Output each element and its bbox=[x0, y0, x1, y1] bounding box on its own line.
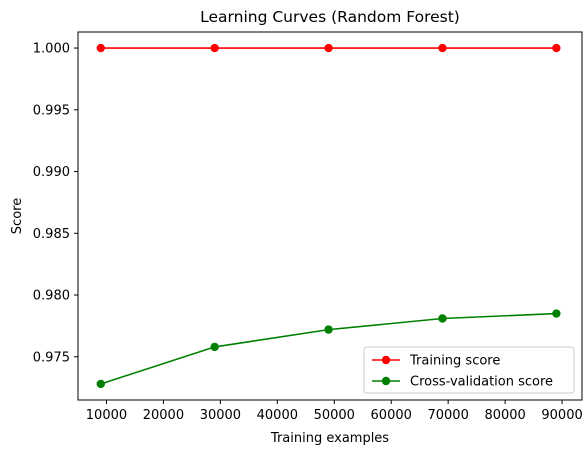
cv-legend-marker bbox=[381, 376, 391, 386]
training-score-point bbox=[96, 43, 105, 53]
legend-box bbox=[363, 346, 575, 394]
x-tick-label: 90000 bbox=[541, 408, 582, 423]
x-tick-label: 40000 bbox=[257, 408, 298, 423]
x-axis: 10000 20000 30000 40000 50000 60000 70000 80000… bbox=[86, 400, 583, 423]
x-axis-label: Training examples bbox=[270, 431, 389, 446]
y-tick-label: 0.985 bbox=[33, 227, 70, 242]
training-score-point bbox=[210, 43, 219, 53]
y-tick-label: 0.975 bbox=[33, 350, 70, 365]
plot-frame bbox=[77, 31, 583, 401]
x-tick-label: 70000 bbox=[427, 408, 468, 423]
x-tick-label: 10000 bbox=[86, 408, 127, 423]
cv-legend-label: Cross-validation score bbox=[410, 375, 553, 390]
x-tick-label: 60000 bbox=[371, 408, 412, 423]
cv-score-point bbox=[210, 342, 219, 352]
cv-score-point bbox=[324, 325, 333, 334]
x-tick-label: 80000 bbox=[484, 408, 525, 423]
chart-title: Learning Curves (Random Forest) bbox=[200, 8, 460, 26]
x-tick-label: 50000 bbox=[314, 408, 355, 423]
y-axis: 0.975 0.980 0.985 0.990 0.995 1.000 bbox=[33, 42, 78, 365]
training-score-point bbox=[438, 43, 447, 53]
training-legend-marker bbox=[381, 355, 391, 365]
y-tick-label: 0.980 bbox=[33, 289, 70, 304]
cv-score-point bbox=[552, 309, 561, 318]
training-score-point bbox=[324, 43, 333, 53]
x-tick-label: 30000 bbox=[200, 408, 241, 423]
plot-area bbox=[96, 43, 561, 389]
y-tick-label: 1.000 bbox=[33, 42, 70, 57]
training-legend-label: Training score bbox=[409, 354, 500, 369]
legend: Training score Cross-validation score bbox=[363, 346, 575, 394]
y-tick-label: 0.995 bbox=[33, 103, 70, 118]
y-axis-label: Score bbox=[10, 198, 25, 234]
y-tick-label: 0.990 bbox=[33, 165, 70, 180]
cv-score-point bbox=[438, 314, 447, 323]
x-tick-label: 20000 bbox=[143, 408, 184, 423]
cv-score-point bbox=[96, 379, 105, 389]
training-score-point bbox=[552, 43, 561, 53]
